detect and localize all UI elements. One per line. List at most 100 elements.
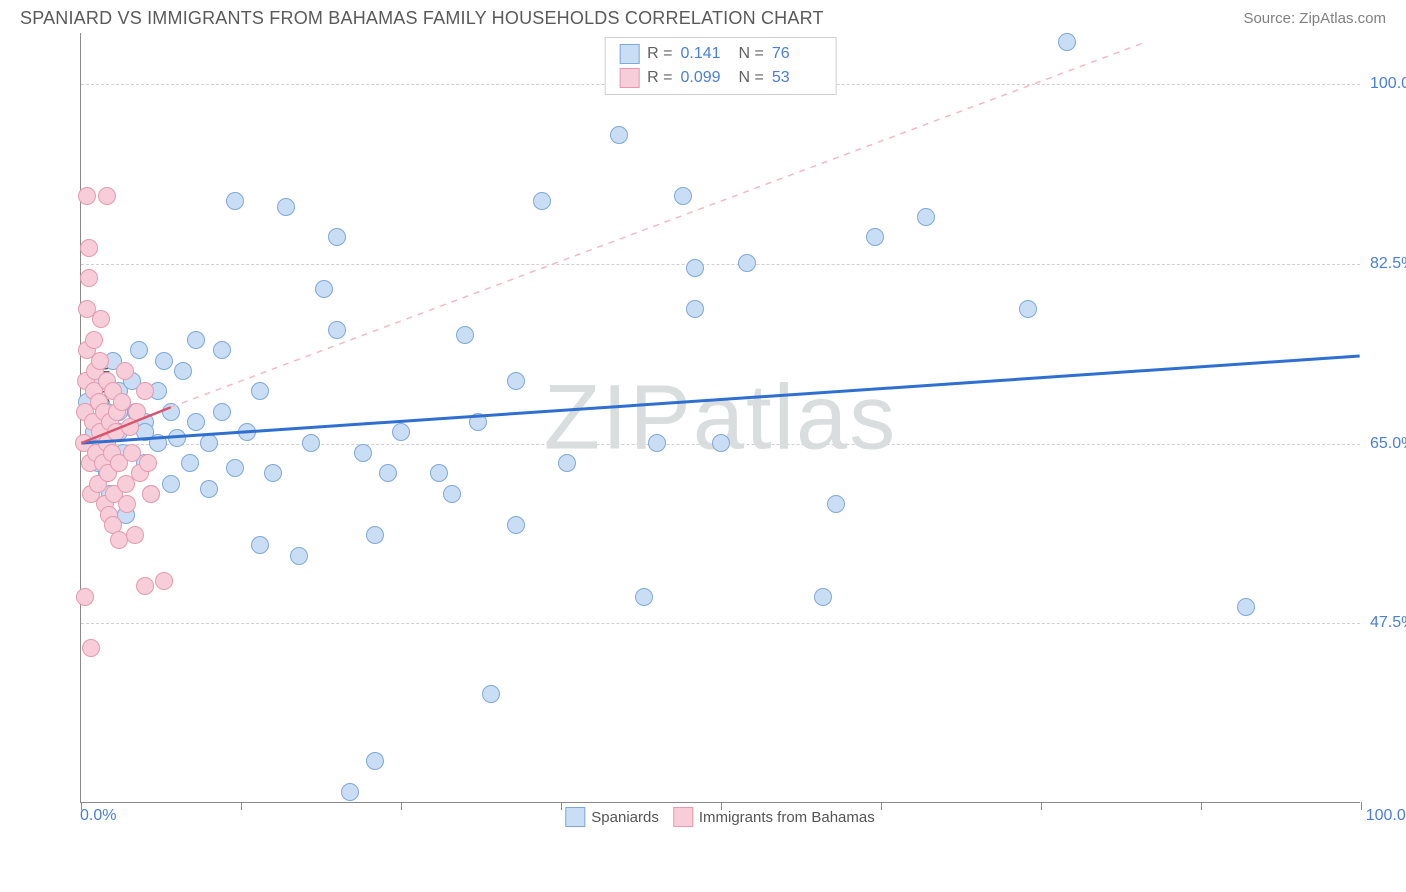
data-point [226,459,244,477]
data-point [469,413,487,431]
data-point [128,403,146,421]
x-axis-min-label: 0.0% [80,807,116,825]
trendline [171,43,1143,407]
data-point [82,639,100,657]
data-point [130,341,148,359]
data-point [1019,300,1037,318]
r-value-1: 0.141 [681,45,731,63]
data-point [379,464,397,482]
data-point [814,588,832,606]
n-label: N = [739,69,764,87]
data-point [507,372,525,390]
data-point [80,239,98,257]
n-value-2: 53 [772,69,822,87]
data-point [136,423,154,441]
data-point [251,536,269,554]
data-point [328,228,346,246]
data-point [482,685,500,703]
watermark: ZIPatlas [544,365,897,470]
chart-container: Family Households ZIPatlas R = 0.141 N =… [20,33,1386,803]
data-point [430,464,448,482]
data-point [226,192,244,210]
trendline [81,356,1359,443]
trendlines-layer [81,33,1360,802]
legend-item-2: Immigrants from Bahamas [673,807,875,827]
data-point [366,752,384,770]
data-point [136,577,154,595]
data-point [162,403,180,421]
data-point [315,280,333,298]
legend-item-1: Spaniards [565,807,659,827]
data-point [76,588,94,606]
data-point [142,485,160,503]
gridline [81,264,1360,265]
data-point [168,429,186,447]
data-point [139,454,157,472]
data-point [328,321,346,339]
data-point [118,495,136,513]
data-point [162,475,180,493]
data-point [78,187,96,205]
data-point [91,352,109,370]
data-point [686,300,704,318]
data-point [136,382,154,400]
data-point [187,331,205,349]
data-point [456,326,474,344]
data-point [302,434,320,452]
data-point [277,198,295,216]
data-point [251,382,269,400]
y-tick-label: 82.5% [1370,255,1406,273]
data-point [155,572,173,590]
data-point [80,269,98,287]
data-point [866,228,884,246]
stats-row-2: R = 0.099 N = 53 [619,66,822,90]
data-point [558,454,576,472]
data-point [174,362,192,380]
chart-title: SPANIARD VS IMMIGRANTS FROM BAHAMAS FAMI… [20,8,824,29]
data-point [686,259,704,277]
r-label: R = [647,45,672,63]
data-point [264,464,282,482]
plot-area: Family Households ZIPatlas R = 0.141 N =… [80,33,1360,803]
data-point [1237,598,1255,616]
legend-label-1: Spaniards [591,809,659,826]
data-point [181,454,199,472]
data-point [85,331,103,349]
y-tick-label: 100.0% [1370,75,1406,93]
data-point [827,495,845,513]
r-label: R = [647,69,672,87]
legend-swatch-1 [565,807,585,827]
data-point [155,352,173,370]
data-point [116,362,134,380]
y-tick-label: 65.0% [1370,435,1406,453]
data-point [610,126,628,144]
data-point [126,526,144,544]
legend-swatch-2 [673,807,693,827]
data-point [213,403,231,421]
data-point [200,480,218,498]
data-point [738,254,756,272]
data-point [1058,33,1076,51]
data-point [507,516,525,534]
data-point [98,187,116,205]
data-point [200,434,218,452]
data-point [443,485,461,503]
data-point [187,413,205,431]
data-point [121,418,139,436]
x-axis-max-label: 100.0% [1366,807,1406,825]
stats-legend: R = 0.141 N = 76 R = 0.099 N = 53 [604,37,837,95]
data-point [366,526,384,544]
series-swatch-2 [619,68,639,88]
data-point [917,208,935,226]
n-label: N = [739,45,764,63]
data-point [648,434,666,452]
legend-label-2: Immigrants from Bahamas [699,809,875,826]
data-point [354,444,372,462]
r-value-2: 0.099 [681,69,731,87]
data-point [341,783,359,801]
x-tick [1361,802,1362,810]
y-tick-label: 47.5% [1370,614,1406,632]
source-label: Source: ZipAtlas.com [1243,10,1386,27]
data-point [392,423,410,441]
data-point [712,434,730,452]
